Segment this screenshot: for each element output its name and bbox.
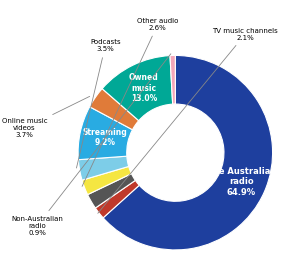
Text: Owned
music
13.0%: Owned music 13.0% <box>129 73 159 103</box>
Wedge shape <box>103 55 273 250</box>
Wedge shape <box>170 55 175 104</box>
Text: Non-Australian
radio
0.9%: Non-Australian radio 0.9% <box>11 54 171 236</box>
Wedge shape <box>102 55 173 121</box>
Text: Podcasts
3.5%: Podcasts 3.5% <box>76 39 121 168</box>
Text: Streaming
9.2%: Streaming 9.2% <box>83 128 127 147</box>
Wedge shape <box>78 156 129 180</box>
Text: Other audio
2.6%: Other audio 2.6% <box>82 18 179 186</box>
Text: Online music
videos
3.7%: Online music videos 3.7% <box>2 96 90 138</box>
Wedge shape <box>95 180 139 218</box>
Text: TV music channels
2.1%: TV music channels 2.1% <box>98 27 278 213</box>
Wedge shape <box>88 174 135 208</box>
Wedge shape <box>82 166 132 195</box>
Wedge shape <box>78 107 132 160</box>
Text: Live Australian
radio
64.9%: Live Australian radio 64.9% <box>205 167 277 197</box>
Wedge shape <box>90 89 139 130</box>
